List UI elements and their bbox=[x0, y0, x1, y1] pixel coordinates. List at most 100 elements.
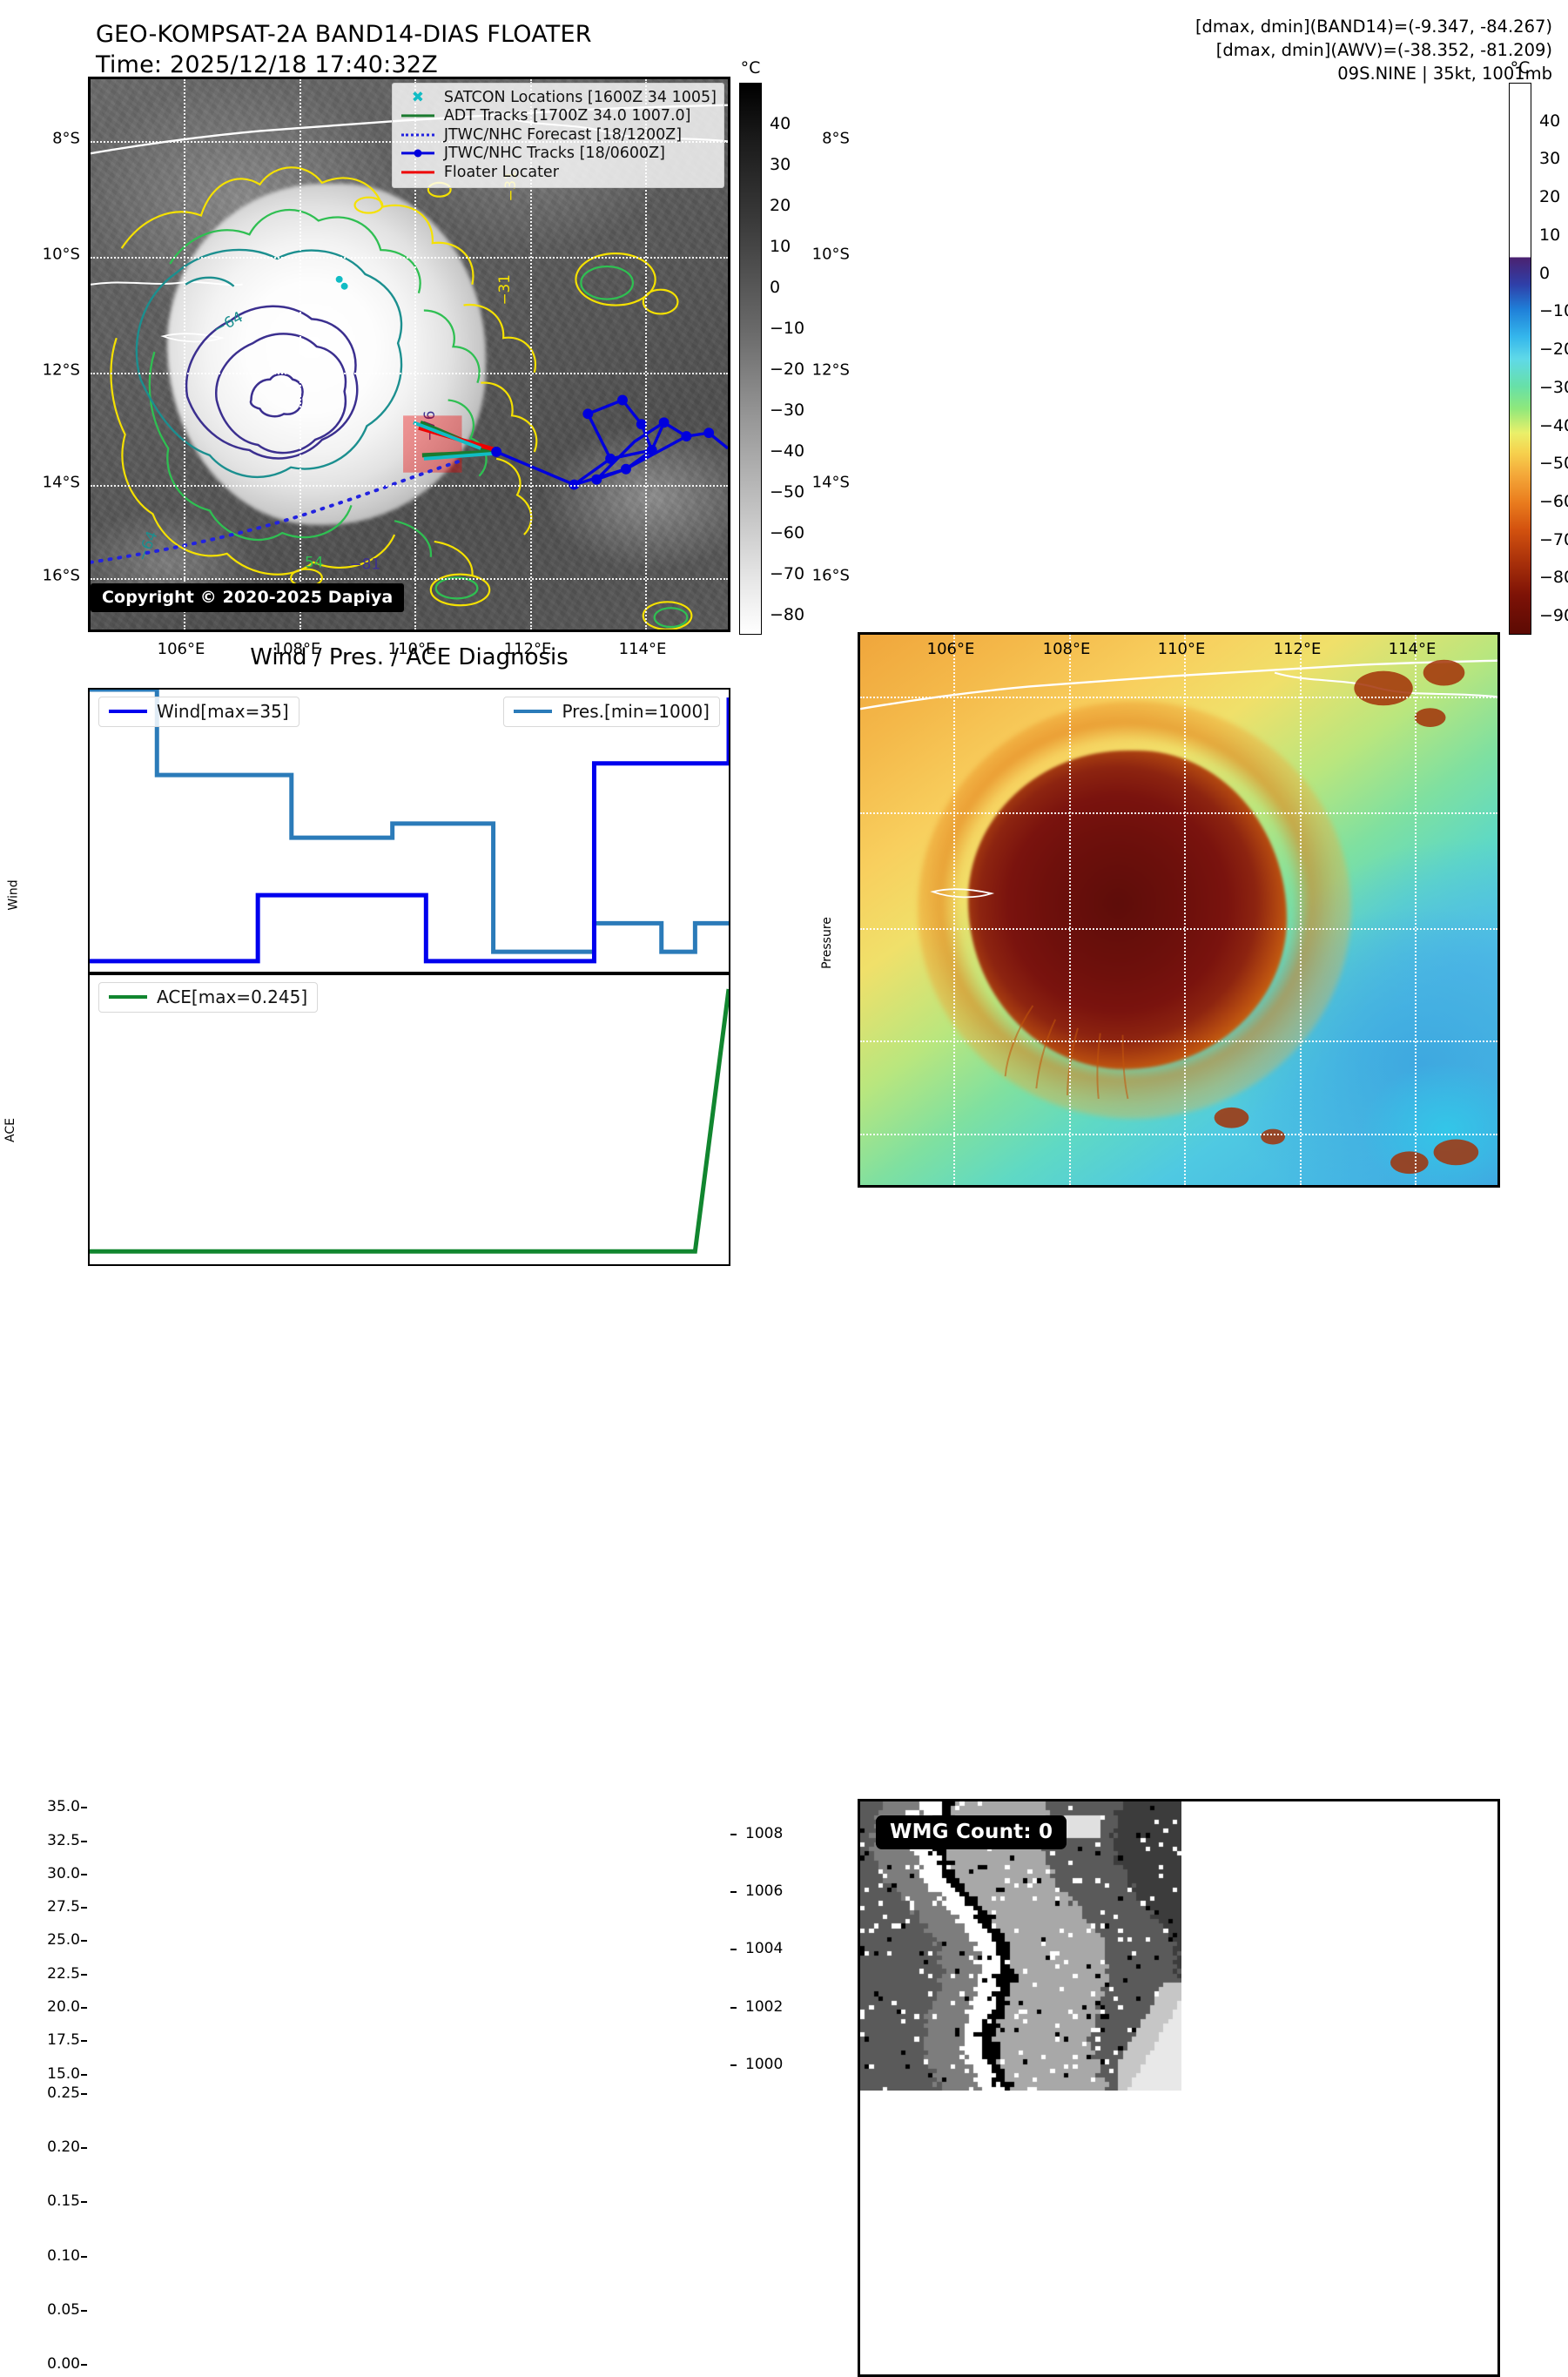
adt-line-icon bbox=[400, 108, 436, 124]
page-title: GEO-KOMPSAT-2A BAND14-DIAS FLOATER Time:… bbox=[96, 19, 792, 80]
ace-legend[interactable]: ACE[max=0.245] bbox=[98, 982, 319, 1013]
svg-text:−81: −81 bbox=[350, 556, 381, 573]
wind-tick-mark bbox=[81, 1940, 87, 1943]
title-time: Time: 2025/12/18 17:40:32Z bbox=[96, 51, 438, 79]
colorbar-tick: 30 bbox=[770, 154, 791, 174]
ace-tick-label: 0.00 bbox=[47, 2355, 80, 2374]
colorbar-tick: −10 bbox=[1539, 301, 1568, 321]
ir-xtick-108e: 108°E bbox=[273, 640, 321, 658]
pressure-tick-mark bbox=[730, 1833, 737, 1835]
colorbar-tick: −50 bbox=[1539, 454, 1568, 474]
meta-storm-info: 09S.NINE | 35kt, 1001mb bbox=[1337, 63, 1552, 84]
ir-xtick-106e: 106°E bbox=[157, 640, 205, 658]
colorbar-tick: −30 bbox=[1539, 377, 1568, 397]
wind-tick-mark bbox=[81, 1807, 87, 1809]
meta-awv-range: [dmax, dmin](AWV)=(-38.352, -81.209) bbox=[1215, 39, 1552, 60]
svg-text:−31: −31 bbox=[495, 274, 513, 306]
colorbar-tick: −80 bbox=[1539, 568, 1568, 588]
wmg-panel[interactable]: WMG Count: 0 bbox=[858, 1799, 1500, 2377]
pressure-legend-swatch bbox=[514, 709, 553, 714]
colorbar-tick: −60 bbox=[770, 522, 805, 542]
wind-tick-label: 25.0 bbox=[47, 1931, 80, 1949]
legend-label-forecast: JTWC/NHC Forecast [18/1200Z] bbox=[443, 125, 683, 144]
wind-pressure-chart[interactable]: Wind[max=35] Pres.[min=1000] bbox=[88, 688, 730, 973]
ace-tick-label: 0.20 bbox=[47, 2138, 80, 2157]
forecast-dotted-icon bbox=[400, 127, 436, 143]
colorbar-tick: 0 bbox=[1539, 263, 1551, 283]
diagnosis-title: Wind / Pres. / ACE Diagnosis bbox=[250, 644, 569, 670]
awv-xtick-110e: 110°E bbox=[1157, 640, 1206, 658]
awv-xtick-108e: 108°E bbox=[1042, 640, 1091, 658]
awv-satellite-panel[interactable] bbox=[858, 632, 1500, 1188]
legend-item-satcon[interactable]: ✖ SATCON Locations [1600Z 34 1005] bbox=[400, 88, 717, 107]
ir-ytick-10s: 10°S bbox=[42, 245, 80, 264]
floater-locater-box bbox=[403, 415, 462, 473]
ace-axis-title: ACE bbox=[3, 1118, 17, 1142]
colorbar-tick: 40 bbox=[770, 113, 791, 133]
pressure-tick-label: 1008 bbox=[745, 1824, 784, 1842]
awv-ytick-10s: 10°S bbox=[811, 245, 850, 264]
awv-overlays bbox=[860, 659, 1497, 1175]
ir-colorbar[interactable]: °C 40 30 20 10 0 −10 −20 −30 −40 −50 −60 −70 −80 bbox=[739, 58, 804, 635]
pressure-axis-title: Pressure bbox=[819, 917, 834, 969]
wind-tick-label: 15.0 bbox=[47, 2064, 80, 2083]
wind-axis-title: Wind bbox=[6, 879, 21, 911]
legend-label-adt: ADT Tracks [1700Z 34.0 1007.0] bbox=[443, 107, 691, 125]
ace-tick-label: 0.15 bbox=[47, 2192, 80, 2211]
ace-tick-mark bbox=[81, 2309, 87, 2312]
colorbar-tick: −60 bbox=[1539, 491, 1568, 511]
wind-tick-label: 32.5 bbox=[47, 1831, 80, 1849]
svg-text:−64: −64 bbox=[133, 529, 161, 563]
legend-item-forecast[interactable]: JTWC/NHC Forecast [18/1200Z] bbox=[400, 125, 717, 145]
colorbar-tick: 20 bbox=[770, 195, 791, 215]
colorbar-tick: −70 bbox=[1539, 529, 1568, 549]
ir-ytick-12s: 12°S bbox=[42, 360, 80, 380]
colorbar-tick: −20 bbox=[1539, 340, 1568, 360]
ir-satellite-panel[interactable]: −64 −64 54 −81 −76 −31 −31 bbox=[88, 77, 730, 632]
wind-tick-mark bbox=[81, 2007, 87, 2010]
svg-text:−64: −64 bbox=[210, 307, 246, 337]
colorbar-tick: −70 bbox=[770, 563, 805, 583]
pressure-legend[interactable]: Pres.[min=1000] bbox=[503, 697, 720, 727]
pressure-tick-mark bbox=[730, 2064, 737, 2066]
colorbar-tick: 0 bbox=[770, 277, 781, 297]
pressure-legend-label: Pres.[min=1000] bbox=[562, 701, 710, 722]
copyright-badge: Copyright © 2020-2025 Dapiya bbox=[91, 583, 405, 612]
awv-ytick-12s: 12°S bbox=[811, 360, 850, 380]
wind-tick-mark bbox=[81, 2073, 87, 2076]
pressure-tick-label: 1000 bbox=[745, 2055, 784, 2073]
colorbar-tick: 20 bbox=[1539, 187, 1561, 207]
wind-tick-mark bbox=[81, 2040, 87, 2043]
colorbar-tick: 40 bbox=[1539, 111, 1561, 131]
colorbar-tick: −40 bbox=[1539, 415, 1568, 435]
awv-xtick-112e: 112°E bbox=[1273, 640, 1322, 658]
legend-item-adt[interactable]: ADT Tracks [1700Z 34.0 1007.0] bbox=[400, 107, 717, 126]
ace-chart[interactable]: ACE[max=0.245] bbox=[88, 973, 730, 1266]
legend-label-tracks: JTWC/NHC Tracks [18/0600Z] bbox=[443, 145, 665, 163]
awv-colorbar[interactable]: °C 40 30 20 10 0 −10 −20 −30 −40 −50 −60 −70 −80 −90 bbox=[1509, 58, 1568, 635]
legend-item-tracks[interactable]: JTWC/NHC Tracks [18/0600Z] bbox=[400, 145, 717, 164]
ir-xtick-112e: 112°E bbox=[503, 640, 552, 658]
awv-colorbar-unit: °C bbox=[1510, 58, 1531, 77]
legend-item-floater[interactable]: Floater Locater bbox=[400, 163, 717, 182]
wind-legend-label: Wind[max=35] bbox=[157, 701, 289, 722]
ir-ytick-8s: 8°S bbox=[52, 129, 80, 148]
ir-ytick-16s: 16°S bbox=[42, 566, 80, 585]
ir-legend[interactable]: ✖ SATCON Locations [1600Z 34 1005] ADT T… bbox=[391, 83, 724, 188]
legend-label-satcon: SATCON Locations [1600Z 34 1005] bbox=[443, 88, 717, 106]
ir-contours: −64 −64 54 −81 −76 −31 −31 bbox=[91, 104, 728, 630]
wind-legend[interactable]: Wind[max=35] bbox=[98, 697, 299, 727]
metadata-block: [dmax, dmin](BAND14)=(-9.347, -84.267) [… bbox=[1195, 16, 1552, 86]
colorbar-tick: 10 bbox=[770, 236, 791, 256]
wind-tick-mark bbox=[81, 1973, 87, 1976]
ace-legend-label: ACE[max=0.245] bbox=[157, 986, 308, 1007]
ace-legend-swatch bbox=[109, 994, 147, 1000]
pressure-tick-label: 1002 bbox=[745, 1997, 784, 2016]
pressure-tick-mark bbox=[730, 1891, 737, 1894]
colorbar-tick: −40 bbox=[770, 441, 805, 461]
awv-xtick-114e: 114°E bbox=[1388, 640, 1437, 658]
wind-tick-label: 35.0 bbox=[47, 1798, 80, 1816]
pressure-tick-mark bbox=[730, 1949, 737, 1951]
awv-ytick-8s: 8°S bbox=[822, 129, 850, 148]
pressure-tick-mark bbox=[730, 2006, 737, 2009]
